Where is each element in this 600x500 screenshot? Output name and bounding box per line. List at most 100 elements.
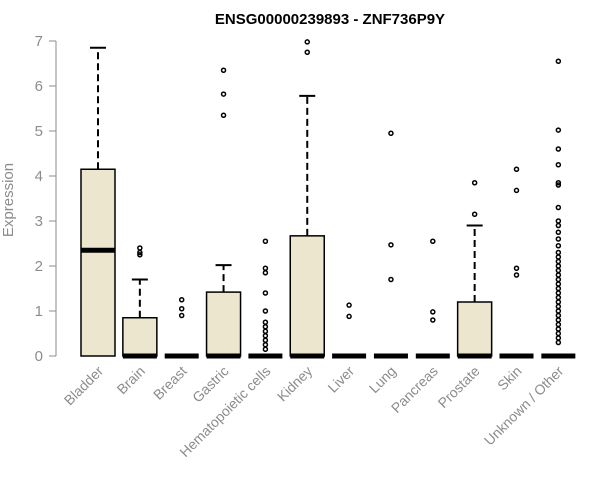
y-axis-label: Expression [0, 163, 17, 237]
outlier-point [555, 299, 562, 305]
box-prostate [456, 180, 493, 359]
outlier-point [262, 333, 269, 339]
outlier-point [137, 245, 143, 251]
x-tick-label: Breast [150, 363, 190, 403]
outlier-point [555, 312, 562, 319]
box-unknown-other [541, 58, 576, 359]
box-iqr [205, 291, 242, 357]
y-tick-label: 5 [35, 123, 43, 140]
box-gastric [205, 67, 242, 359]
outlier-point [262, 324, 269, 330]
outlier-point [555, 236, 562, 242]
x-tick-label: Kidney [274, 363, 316, 405]
y-tick-label: 7 [35, 33, 43, 50]
chart-title: ENSG00000239893 - ZNF736P9Y [215, 11, 445, 28]
outlier-point [555, 162, 562, 168]
outlier-point [178, 312, 185, 319]
box-iqr [122, 317, 158, 357]
y-tick-label: 1 [35, 303, 43, 320]
x-tick-label: Bladder [61, 363, 107, 409]
outlier-point [471, 180, 478, 186]
outlier-point [346, 313, 352, 320]
outlier-point [304, 39, 310, 45]
box-pancreas [415, 238, 450, 359]
outlier-point [555, 330, 562, 337]
outlier-point [555, 249, 562, 256]
outlier-point [513, 187, 520, 194]
outlier-point [430, 309, 436, 315]
outlier-point [220, 91, 227, 97]
outlier-point [430, 317, 436, 323]
outlier-point [513, 265, 520, 271]
outlier-point [555, 339, 562, 346]
outlier-point [555, 276, 562, 283]
outlier-point [430, 238, 436, 244]
outlier-point [388, 276, 394, 283]
outlier-point [555, 258, 562, 265]
outlier-point [513, 272, 520, 278]
outlier-point [262, 308, 269, 314]
outlier-point [220, 67, 227, 73]
box-iqr [289, 235, 325, 357]
outlier-point [555, 222, 562, 229]
outlier-point [262, 290, 269, 296]
outlier-point [137, 252, 143, 258]
outlier-point [262, 319, 269, 325]
outlier-point [262, 265, 269, 271]
outlier-point [555, 294, 562, 301]
outlier-point [555, 263, 562, 269]
outlier-point [262, 328, 269, 334]
y-tick-label: 2 [35, 258, 43, 275]
outlier-point [262, 238, 269, 244]
outlier-point [555, 182, 562, 188]
outlier-point [555, 335, 562, 341]
box-hematopoietic-cells [248, 238, 283, 359]
outlier-point [555, 229, 562, 235]
x-tick-label: Liver [324, 363, 357, 396]
x-tick-label: Brain [114, 363, 148, 397]
box-breast [164, 297, 199, 359]
outlier-point [555, 321, 562, 328]
outlier-point [555, 290, 562, 296]
outlier-point [346, 302, 352, 308]
outlier-point [262, 342, 269, 348]
y-tick-label: 3 [35, 213, 43, 230]
outlier-point [262, 346, 269, 352]
y-tick-label: 4 [35, 168, 43, 185]
outlier-point [178, 297, 185, 303]
outlier-point [555, 281, 562, 287]
outlier-point [555, 267, 562, 274]
y-tick-label: 0 [35, 348, 43, 365]
x-tick-label: Lung [366, 363, 399, 396]
outlier-point [555, 180, 562, 186]
box-lung [373, 130, 408, 359]
outlier-point [555, 317, 562, 323]
box-brain [122, 245, 158, 359]
box-iqr [80, 168, 116, 357]
outlier-point [262, 337, 269, 343]
outlier-point [555, 272, 562, 278]
outlier-point [555, 303, 562, 310]
outlier-point [513, 166, 520, 172]
outlier-point [555, 218, 562, 224]
box-liver [332, 302, 367, 359]
outlier-point [555, 127, 562, 133]
box-bladder [80, 46, 116, 357]
x-tick-label: Skin [494, 363, 525, 394]
box-kidney [289, 39, 325, 359]
outlier-point [555, 204, 562, 211]
outlier-point [555, 285, 562, 292]
outlier-point [555, 254, 562, 260]
outlier-point [555, 243, 562, 249]
outlier-point [262, 270, 269, 276]
outlier-point [555, 326, 562, 332]
outlier-point [388, 130, 394, 136]
outlier-point [555, 146, 562, 152]
x-tick-label: Prostate [435, 363, 483, 411]
box-iqr [456, 301, 493, 357]
y-tick-label: 6 [35, 78, 43, 95]
outlier-point [220, 112, 227, 118]
x-tick-label: Pancreas [388, 363, 441, 416]
